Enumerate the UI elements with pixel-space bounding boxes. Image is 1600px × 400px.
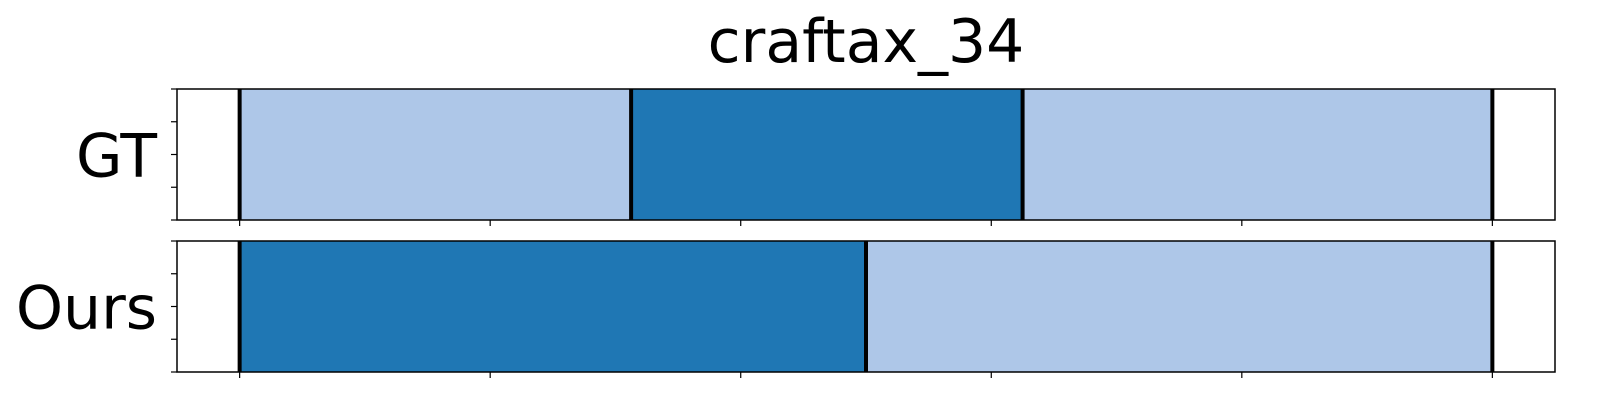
row-ours: Ours <box>16 240 1556 378</box>
segment-light <box>1022 89 1493 220</box>
chart-title: craftax_34 <box>708 7 1025 77</box>
row-gt: GT <box>76 88 1556 226</box>
segment-light <box>239 89 632 220</box>
rows-layer: GT Ours <box>16 88 1556 378</box>
row-label: GT <box>76 122 157 192</box>
segment-dark <box>239 241 867 372</box>
segment-dark <box>631 89 1023 220</box>
segment-light <box>866 241 1493 372</box>
row-label: Ours <box>16 274 157 344</box>
